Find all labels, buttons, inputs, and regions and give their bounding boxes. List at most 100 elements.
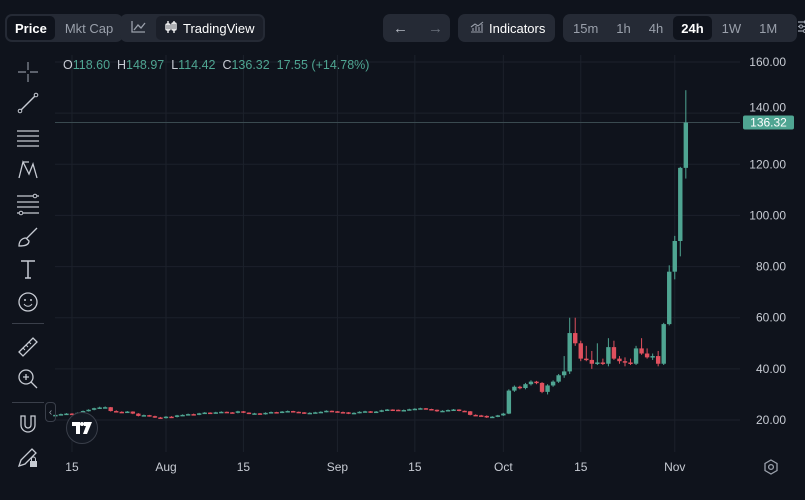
candle-body — [639, 348, 644, 354]
candle — [329, 410, 335, 413]
candle — [257, 413, 263, 415]
candle — [274, 411, 279, 414]
horizontal-lines-icon[interactable] — [16, 126, 40, 150]
price-axis[interactable]: 160.00 140.00 120.00 100.00 80.00 60.00 40.00 2… — [749, 55, 786, 427]
candle-body — [600, 362, 606, 364]
candle-body — [490, 416, 495, 419]
candle — [246, 412, 252, 415]
candle — [241, 411, 246, 414]
zoom-in-icon[interactable] — [16, 367, 40, 391]
timeframe-4h[interactable]: 4h — [648, 20, 664, 36]
candle — [517, 385, 523, 390]
x-tick-label: Oct — [494, 460, 513, 474]
candle-body — [473, 414, 478, 417]
candle-body — [196, 413, 202, 415]
candle — [512, 385, 517, 392]
candle — [351, 412, 357, 415]
candle — [152, 415, 158, 418]
x-tick-label: Nov — [664, 460, 685, 474]
mktcap-button[interactable]: Mkt Cap — [64, 20, 114, 36]
axis-settings-icon[interactable] — [762, 458, 780, 476]
timeframe-1w[interactable]: 1W — [721, 20, 742, 36]
timeframe-15m[interactable]: 15m — [573, 20, 599, 36]
y-tick-label: 80.00 — [756, 260, 786, 274]
candle-body — [429, 409, 434, 411]
candle — [440, 410, 445, 413]
redo-arrow-icon[interactable]: → — [428, 19, 443, 37]
candle — [125, 411, 130, 414]
timeframe-1m[interactable]: 1M — [759, 20, 778, 36]
text-icon[interactable] — [16, 257, 40, 281]
brush-icon[interactable] — [16, 225, 40, 249]
candle — [169, 416, 174, 419]
open-label: O — [63, 58, 73, 72]
fib-icon[interactable] — [16, 192, 40, 216]
candle-body — [484, 415, 489, 418]
ruler-icon[interactable] — [16, 335, 40, 359]
candle-body — [628, 362, 633, 364]
candle — [550, 380, 556, 387]
candle-body — [617, 358, 622, 362]
candle-body — [362, 411, 368, 413]
collapse-toolbar-button[interactable]: ‹ — [45, 402, 56, 422]
high-label: H — [117, 58, 127, 72]
candle — [202, 412, 207, 415]
candle-body — [290, 411, 296, 413]
candle-body — [467, 411, 473, 415]
candle — [296, 411, 301, 414]
undo-arrow-icon[interactable]: ← — [393, 19, 408, 37]
candle-body — [423, 408, 429, 410]
y-tick-label: 120.00 — [749, 157, 786, 171]
candle-body — [678, 167, 683, 241]
candle — [108, 406, 113, 412]
candle-body — [296, 411, 301, 414]
candle — [119, 411, 124, 414]
candle-body — [213, 412, 218, 414]
candle-body — [279, 411, 285, 414]
trend-line-icon[interactable] — [16, 91, 40, 115]
grid — [55, 55, 740, 452]
candle — [396, 409, 401, 412]
candle — [589, 350, 595, 369]
indicators-button[interactable]: Indicators — [460, 16, 555, 40]
crosshair-icon[interactable] — [16, 60, 40, 84]
lock-draw-icon[interactable] — [16, 445, 40, 469]
candle — [58, 413, 64, 416]
candle-body — [163, 416, 169, 419]
candle-body — [307, 412, 312, 415]
candle-body — [346, 412, 351, 414]
change-value: 17.55 (+14.78%) — [276, 58, 370, 72]
timeframe-24h[interactable]: 24h — [673, 16, 712, 40]
tradingview-button[interactable]: TradingView — [156, 16, 263, 40]
candle-body — [418, 408, 423, 410]
candle — [434, 409, 440, 412]
emoji-icon[interactable] — [16, 290, 40, 314]
candle — [196, 412, 202, 416]
chart-type-toggle: TradingView — [120, 14, 265, 42]
candle — [506, 389, 512, 415]
price-button[interactable]: Price — [7, 16, 55, 40]
magnet-icon[interactable] — [16, 412, 40, 436]
tradingview-logo[interactable] — [66, 412, 98, 444]
time-axis[interactable]: 15 Aug 15 Sep 15 Oct 15 Nov — [65, 460, 685, 474]
candle-body — [434, 409, 440, 412]
x-tick-label: 15 — [574, 460, 588, 474]
candle-body — [230, 412, 235, 414]
candle — [407, 408, 412, 411]
candle-body — [517, 386, 523, 389]
line-chart-button[interactable] — [122, 16, 154, 40]
candle-body — [241, 411, 246, 413]
candle-body — [64, 413, 69, 416]
candle-body — [440, 410, 445, 413]
pattern-icon[interactable] — [16, 158, 40, 182]
candle — [661, 322, 666, 366]
candle — [335, 411, 340, 413]
timeframe-1h[interactable]: 1h — [616, 20, 631, 36]
candle-body — [528, 381, 534, 385]
candle — [611, 340, 617, 360]
candle-body — [611, 347, 617, 359]
candle — [644, 348, 650, 359]
candle-body — [208, 412, 213, 415]
candle — [163, 416, 169, 419]
